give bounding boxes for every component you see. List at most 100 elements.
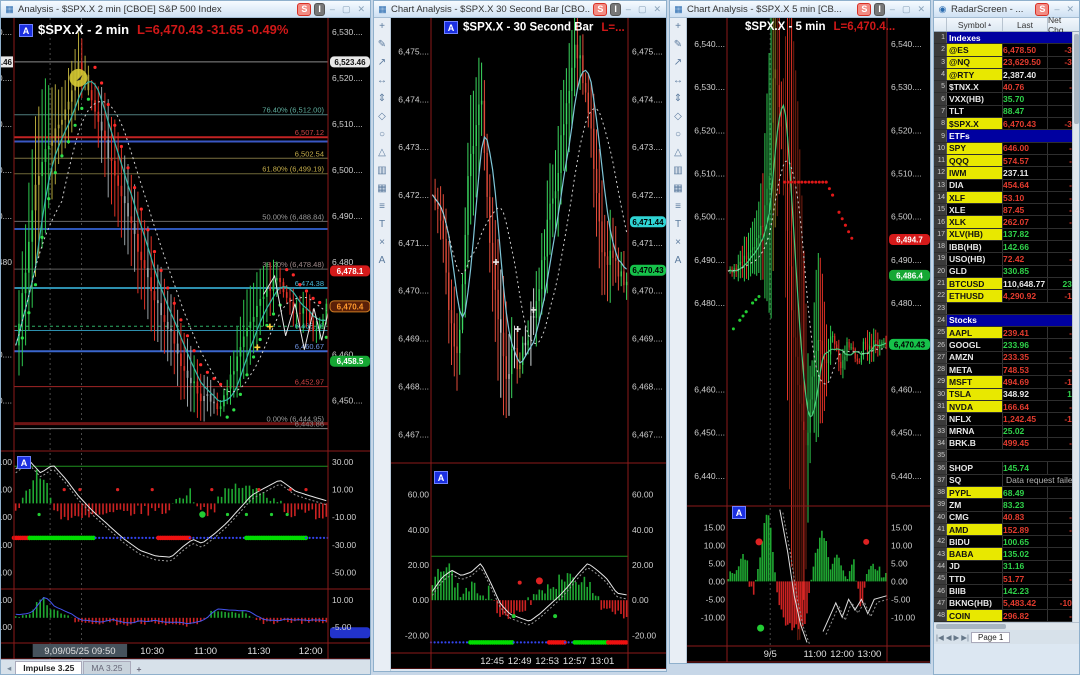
minimize-button[interactable]: – <box>329 4 335 14</box>
symbol-cell[interactable]: NVDA <box>947 400 1003 413</box>
add-tab-button[interactable]: + <box>136 664 142 674</box>
watchlist-row[interactable]: 21 BTCUSD 110,648.77 237. <box>934 277 1079 291</box>
draw-icon[interactable]: ✎ <box>377 39 387 50</box>
bars-style-icon[interactable]: ▥ <box>377 165 387 176</box>
trendline-icon[interactable]: ↗ <box>377 57 387 68</box>
watchlist-row[interactable]: 23 <box>934 302 1079 315</box>
symbol-cell[interactable]: XLK <box>947 216 1003 228</box>
symbol-cell[interactable]: USO(HB) <box>947 253 1003 265</box>
last-column-header[interactable]: Last <box>1003 18 1048 31</box>
symbol-column-header[interactable]: Symbol ▴ <box>947 18 1003 31</box>
symbol-cell[interactable]: BABA <box>947 548 1003 560</box>
prev-page-icon[interactable]: ◀ <box>945 632 952 642</box>
symbol-cell[interactable]: GOOGL <box>947 339 1003 351</box>
close-button[interactable]: ✕ <box>653 3 661 14</box>
close-button[interactable]: ✕ <box>357 3 365 14</box>
symbol-cell[interactable]: DIA <box>947 179 1003 191</box>
symbol-cell[interactable]: SHOP <box>947 462 1003 474</box>
minimize-button[interactable]: – <box>625 4 631 14</box>
minimize-button[interactable]: – <box>1054 4 1060 14</box>
extend-horizontal-icon[interactable]: ↔ <box>673 75 683 86</box>
indicator-button[interactable]: I <box>610 2 621 16</box>
page-tab[interactable]: Page 1 <box>971 631 1011 643</box>
indicator-button[interactable]: I <box>874 2 885 16</box>
symbol-cell[interactable]: TSLA <box>947 388 1003 400</box>
symbol-cell[interactable]: AMZN <box>947 351 1003 364</box>
text-tool-icon[interactable]: T <box>378 219 386 230</box>
symbol-cell[interactable]: VXX(HB) <box>947 93 1003 105</box>
symbol-cell[interactable]: @ES <box>947 44 1003 56</box>
tab-ma[interactable]: MA 3.25 <box>83 661 131 674</box>
annotate-icon[interactable]: A <box>378 255 386 266</box>
ellipse-tool-icon[interactable]: ○ <box>378 129 386 140</box>
strategy-button[interactable]: S <box>1035 2 1050 16</box>
symbol-cell[interactable]: CMG <box>947 511 1003 523</box>
symbol-cell[interactable]: XLV(HB) <box>947 228 1003 241</box>
strategy-button[interactable]: S <box>593 2 608 16</box>
text-tool-icon[interactable]: T <box>674 219 682 230</box>
symbol-cell[interactable]: QQQ <box>947 154 1003 167</box>
symbol-cell[interactable]: BRK.B <box>947 437 1003 450</box>
strategy-button[interactable]: S <box>297 2 312 16</box>
annotate-icon[interactable]: A <box>674 255 682 266</box>
symbol-cell[interactable]: $SPX.X <box>947 118 1003 130</box>
chart-area-5min[interactable]: 6,540.... 6,540.... 6,530.... 6,530.... 6,52… <box>687 18 930 663</box>
window-title-bar[interactable]: ▦ Analysis - $SPX.X 2 min [CBOE] S&P 500… <box>1 1 370 18</box>
last-page-icon[interactable]: ▶| <box>961 632 969 642</box>
tab-impulse[interactable]: Impulse 3.25 <box>15 661 83 674</box>
triangle-tool-icon[interactable]: △ <box>378 147 386 158</box>
fib-tool-icon[interactable]: ◇ <box>674 111 682 122</box>
symbol-cell[interactable]: META <box>947 364 1003 376</box>
symbol-cell[interactable]: MRNA <box>947 425 1003 437</box>
symbol-cell[interactable]: @RTY <box>947 68 1003 81</box>
symbol-cell[interactable]: IWM <box>947 167 1003 179</box>
watchlist-table[interactable]: 1Indexes2@ES6,478.50-32.3@NQ23,629.50-38… <box>934 32 1079 623</box>
extend-horizontal-icon[interactable]: ↔ <box>377 75 387 86</box>
trendline-icon[interactable]: ↗ <box>673 57 683 68</box>
symbol-cell[interactable]: PYPL <box>947 486 1003 499</box>
watchlist-row[interactable]: 2@ES6,478.50-32. <box>934 44 1079 57</box>
pointer-icon[interactable]: + <box>675 21 681 32</box>
delete-icon[interactable]: × <box>379 237 385 248</box>
vertical-scrollbar[interactable] <box>1072 32 1079 622</box>
watchlist-row[interactable]: 24 Stocks <box>934 314 1079 328</box>
watchlist-row[interactable]: 47 BKNG(HB) 5,483.42 -102. <box>934 597 1079 610</box>
watchlist-row[interactable]: 37 SQ Data request faile <box>934 474 1079 487</box>
first-page-icon[interactable]: |◀ <box>936 632 944 642</box>
symbol-cell[interactable]: ETHUSD <box>947 290 1003 302</box>
symbol-cell[interactable]: COIN <box>947 609 1003 622</box>
grid-style-icon[interactable]: ▦ <box>673 183 683 194</box>
window-title-bar[interactable]: ▦ Chart Analysis - $SPX.X 5 min [CB... S… <box>670 1 930 18</box>
symbol-cell[interactable]: TLT <box>947 105 1003 118</box>
symbol-cell[interactable]: GLD <box>947 265 1003 277</box>
watchlist-row[interactable]: 35 <box>934 450 1079 463</box>
ellipse-tool-icon[interactable]: ○ <box>674 129 682 140</box>
symbol-cell[interactable]: $TNX.X <box>947 81 1003 93</box>
symbol-cell[interactable]: SQ <box>947 474 1003 486</box>
symbol-cell[interactable]: IBB(HB) <box>947 241 1003 253</box>
watchlist-row[interactable]: 1 Indexes <box>934 32 1079 45</box>
extend-vertical-icon[interactable]: ⇕ <box>673 93 683 104</box>
symbol-cell[interactable]: SPY <box>947 142 1003 154</box>
